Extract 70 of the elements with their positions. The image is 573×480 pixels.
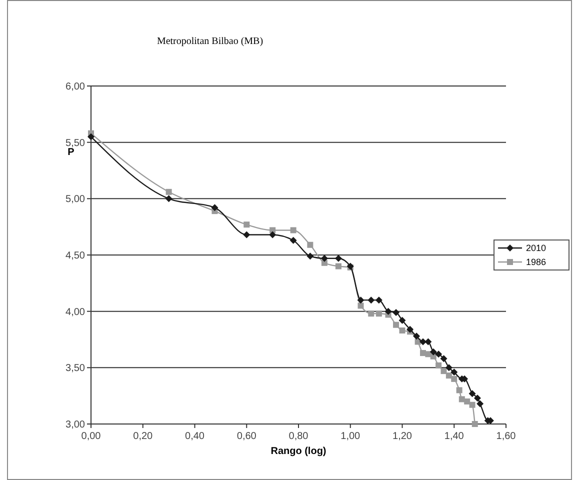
point: [320, 254, 328, 262]
point: [456, 387, 462, 394]
y-tick-label: 3,00: [66, 420, 86, 430]
point: [476, 400, 484, 408]
point: [335, 263, 342, 270]
point: [469, 402, 476, 408]
point: [384, 308, 392, 315]
point: [376, 310, 382, 317]
point: [424, 338, 432, 346]
point: [435, 350, 442, 358]
point: [375, 296, 382, 304]
point: [290, 236, 297, 244]
point: [425, 351, 432, 358]
point: [290, 227, 296, 234]
x-tick-label: 1,00: [340, 431, 361, 442]
point: [458, 396, 465, 402]
y-axis-title: P: [68, 147, 75, 158]
x-tick-label: 0,20: [133, 431, 154, 442]
point: [436, 362, 442, 368]
x-tick-label: 0,00: [81, 431, 102, 442]
point: [440, 368, 447, 374]
point: [450, 368, 458, 376]
point: [398, 316, 406, 324]
point: [357, 296, 364, 304]
y-tick-label: 4,50: [66, 250, 86, 262]
x-tick-label: 0,80: [288, 431, 309, 442]
point: [464, 398, 470, 404]
x-tick-label: 0,40: [185, 431, 205, 442]
point: [440, 355, 448, 362]
point: [88, 133, 94, 140]
point: [270, 227, 276, 234]
point: [420, 338, 426, 346]
point: [413, 332, 420, 340]
y-tick-label: 5,00: [66, 194, 86, 206]
point: [358, 302, 364, 309]
point: [392, 308, 400, 316]
point: [406, 326, 414, 333]
point: [368, 310, 374, 317]
x-tick-label: 1,20: [392, 431, 412, 442]
point: [445, 364, 452, 372]
point: [269, 231, 276, 238]
point: [243, 231, 250, 238]
y-tick-label: 3,50: [66, 363, 86, 374]
chart-title: Metropolitan Bilbao (MB): [156, 36, 264, 47]
point: [307, 242, 314, 248]
x-axis-title: Rango (log): [270, 446, 326, 457]
point: [334, 254, 342, 262]
legend-label: 1986: [526, 257, 546, 268]
point: [165, 195, 172, 202]
y-tick-label: 4,00: [66, 306, 86, 318]
point: [368, 296, 375, 304]
point: [451, 376, 458, 382]
point: [472, 421, 478, 427]
point: [306, 252, 314, 260]
y-tick-label: 6,00: [66, 82, 86, 92]
point: [321, 260, 328, 266]
point: [244, 222, 250, 228]
point: [166, 188, 172, 195]
x-tick-label: 0,60: [236, 431, 257, 442]
legend-label: 2010: [526, 243, 546, 254]
point: [468, 390, 476, 398]
x-tick-label: 1,60: [496, 431, 516, 442]
point: [211, 204, 218, 212]
point: [474, 394, 481, 402]
point: [393, 322, 400, 328]
point: [399, 327, 406, 334]
point: [430, 348, 437, 356]
y-tick-label: 5,50: [66, 138, 86, 149]
x-tick-label: 1,40: [444, 431, 464, 442]
point: [446, 372, 452, 379]
